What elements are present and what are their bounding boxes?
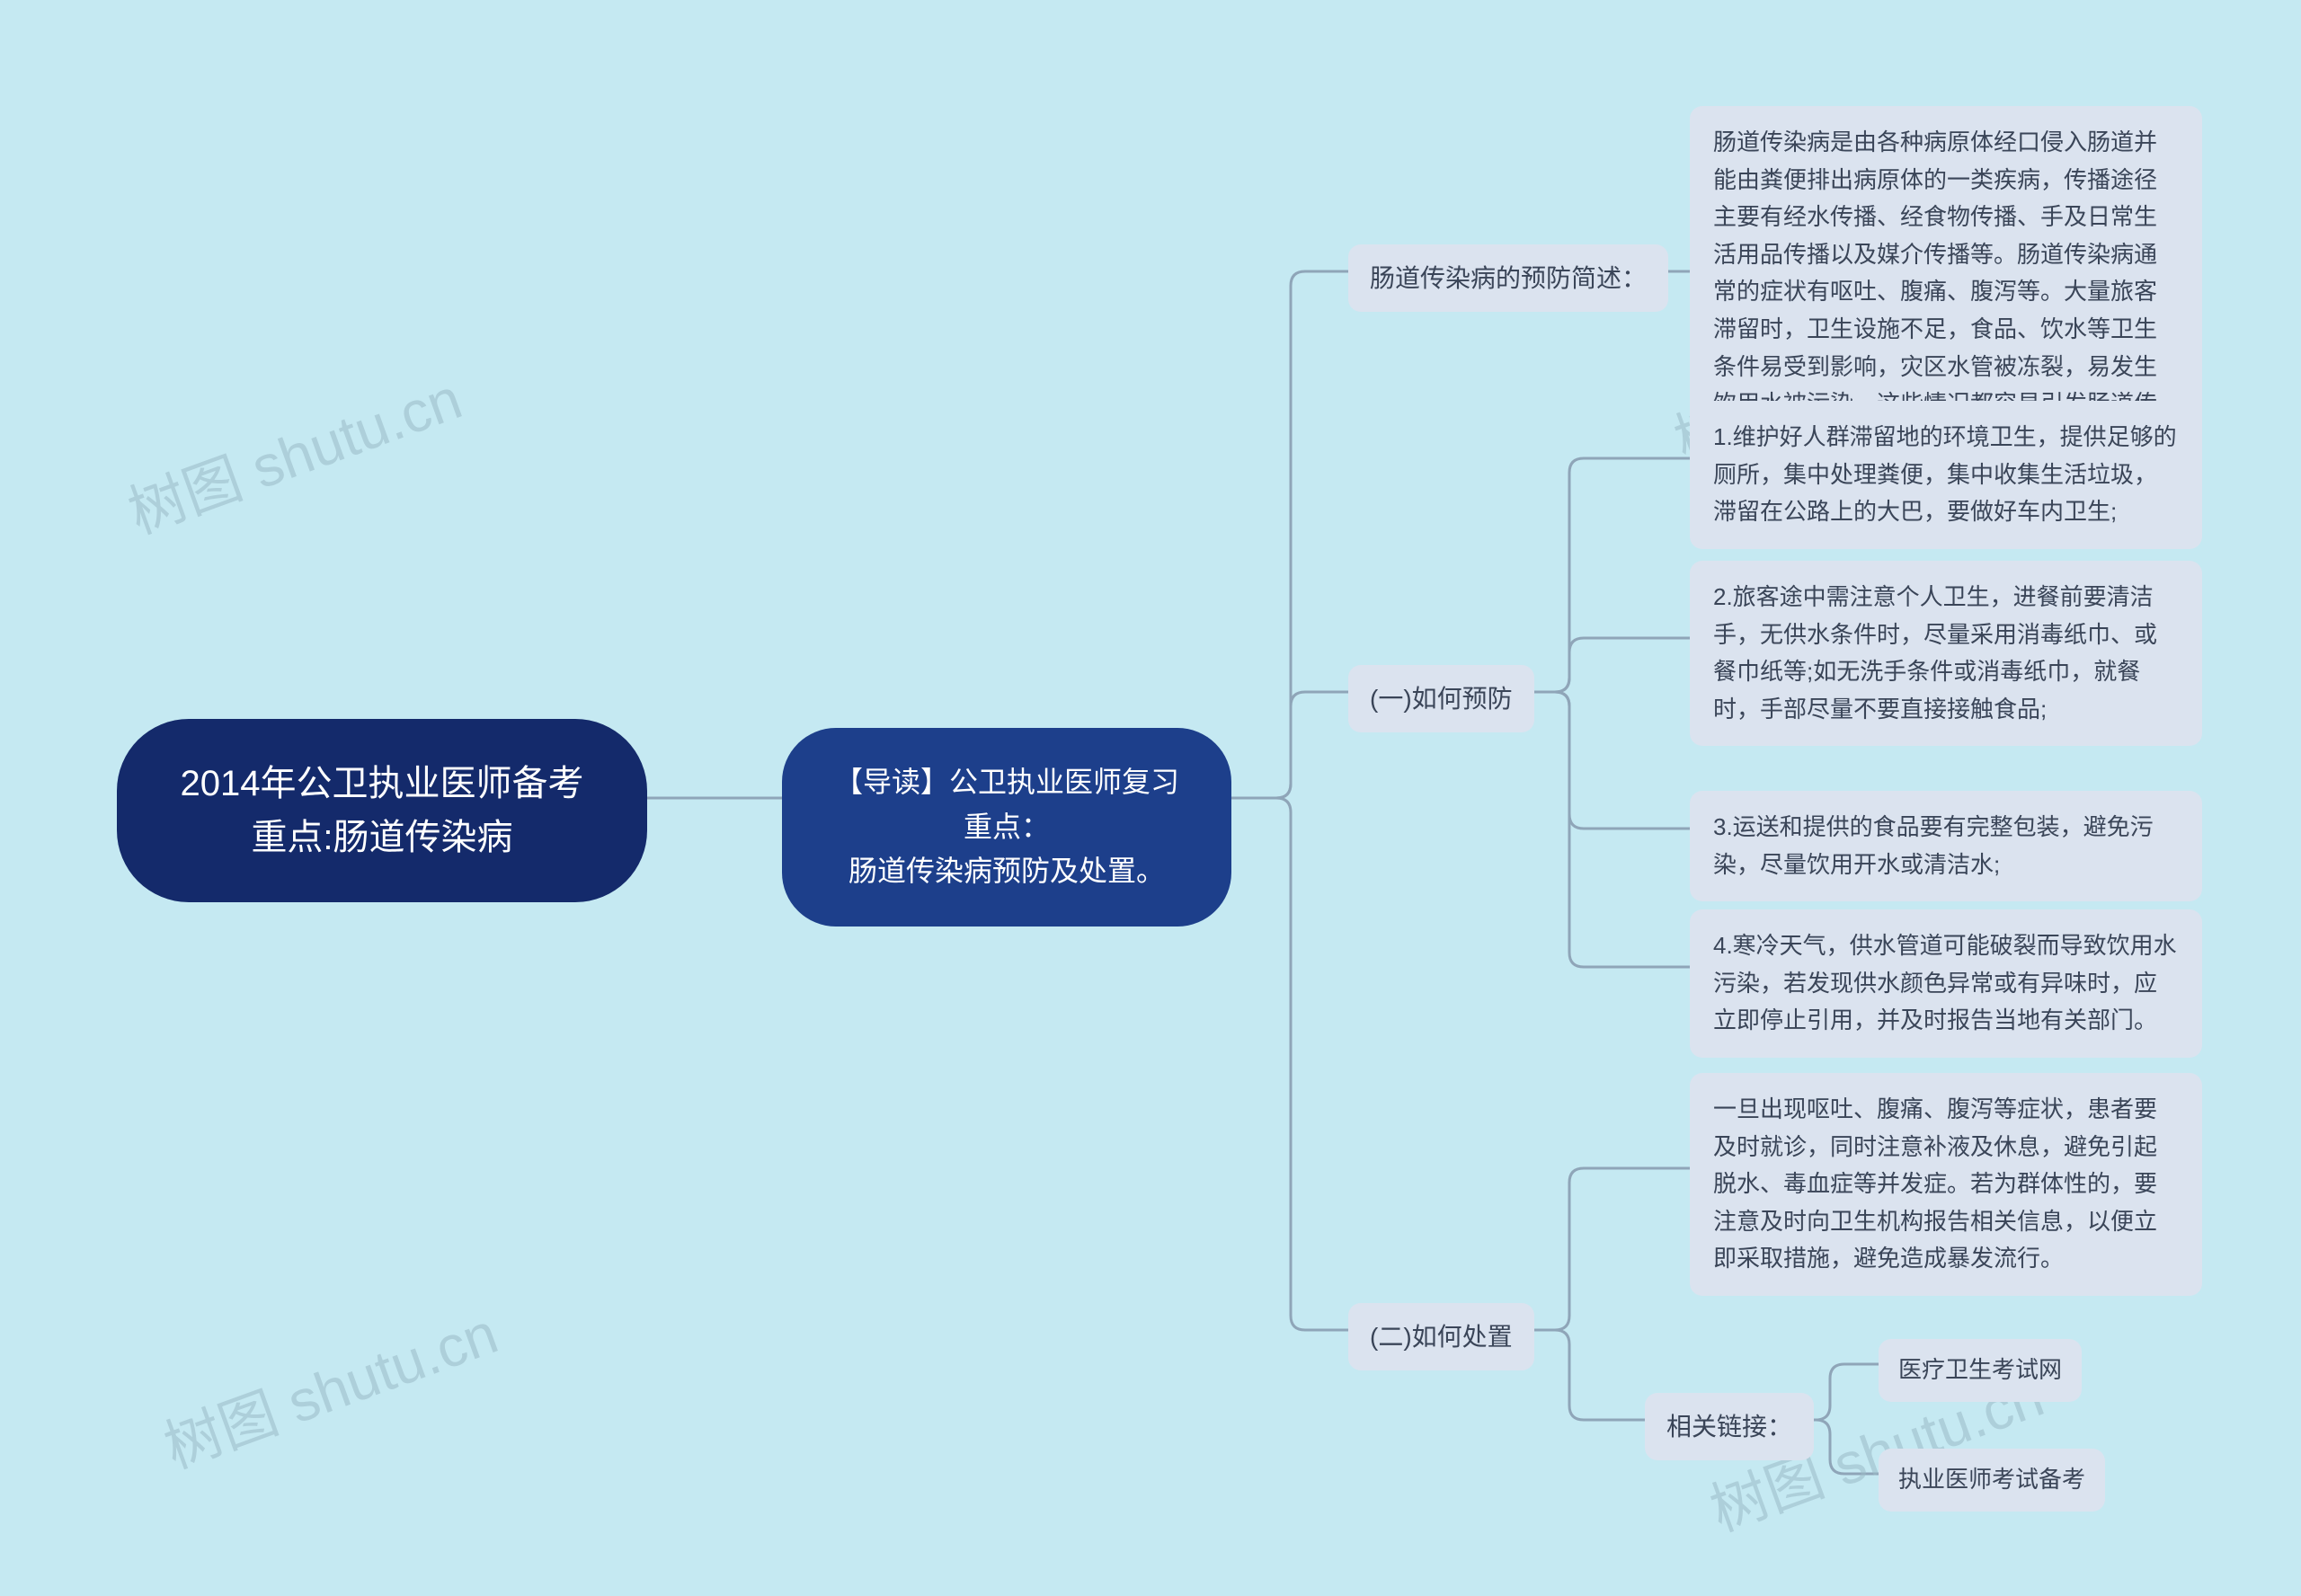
leaf-prevent-2: 2.旅客途中需注意个人卫生，进餐前要清洁手，无供水条件时，尽量采用消毒纸巾、或餐… bbox=[1690, 561, 2202, 746]
branch-how-to-handle: (二)如何处置 bbox=[1348, 1303, 1534, 1370]
leaf-handle-1: 一旦出现呕吐、腹痛、腹泻等症状，患者要及时就诊，同时注意补液及休息，避免引起脱水… bbox=[1690, 1073, 2202, 1296]
intro-line2: 肠道传染病预防及处置。 bbox=[848, 855, 1165, 887]
branch-how-to-prevent: (一)如何预防 bbox=[1348, 665, 1534, 732]
leaf-prevent-1: 1.维护好人群滞留地的环境卫生，提供足够的厕所，集中处理粪便，集中收集生活垃圾，… bbox=[1690, 401, 2202, 549]
intro-node: 【导读】公卫执业医师复习重点： 肠道传染病预防及处置。 bbox=[782, 728, 1231, 927]
branch-prevention-brief: 肠道传染病的预防简述： bbox=[1348, 244, 1668, 312]
root-node: 2014年公卫执业医师备考 重点:肠道传染病 bbox=[117, 719, 647, 902]
root-line2: 重点:肠道传染病 bbox=[251, 818, 512, 857]
root-line1: 2014年公卫执业医师备考 bbox=[181, 764, 584, 803]
intro-line1: 【导读】公卫执业医师复习重点： bbox=[834, 766, 1179, 843]
watermark: 树图 shutu.cn bbox=[116, 353, 472, 550]
branch-related-links: 相关链接： bbox=[1645, 1393, 1814, 1460]
leaf-link-2: 执业医师考试备考 bbox=[1879, 1449, 2105, 1512]
watermark: 树图 shutu.cn bbox=[152, 1288, 508, 1485]
leaf-prevent-3: 3.运送和提供的食品要有完整包装，避免污染，尽量饮用开水或清洁水; bbox=[1690, 791, 2202, 901]
leaf-prevent-4: 4.寒冷天气，供水管道可能破裂而导致饮用水污染，若发现供水颜色异常或有异味时，应… bbox=[1690, 909, 2202, 1058]
leaf-link-1: 医疗卫生考试网 bbox=[1879, 1339, 2082, 1402]
